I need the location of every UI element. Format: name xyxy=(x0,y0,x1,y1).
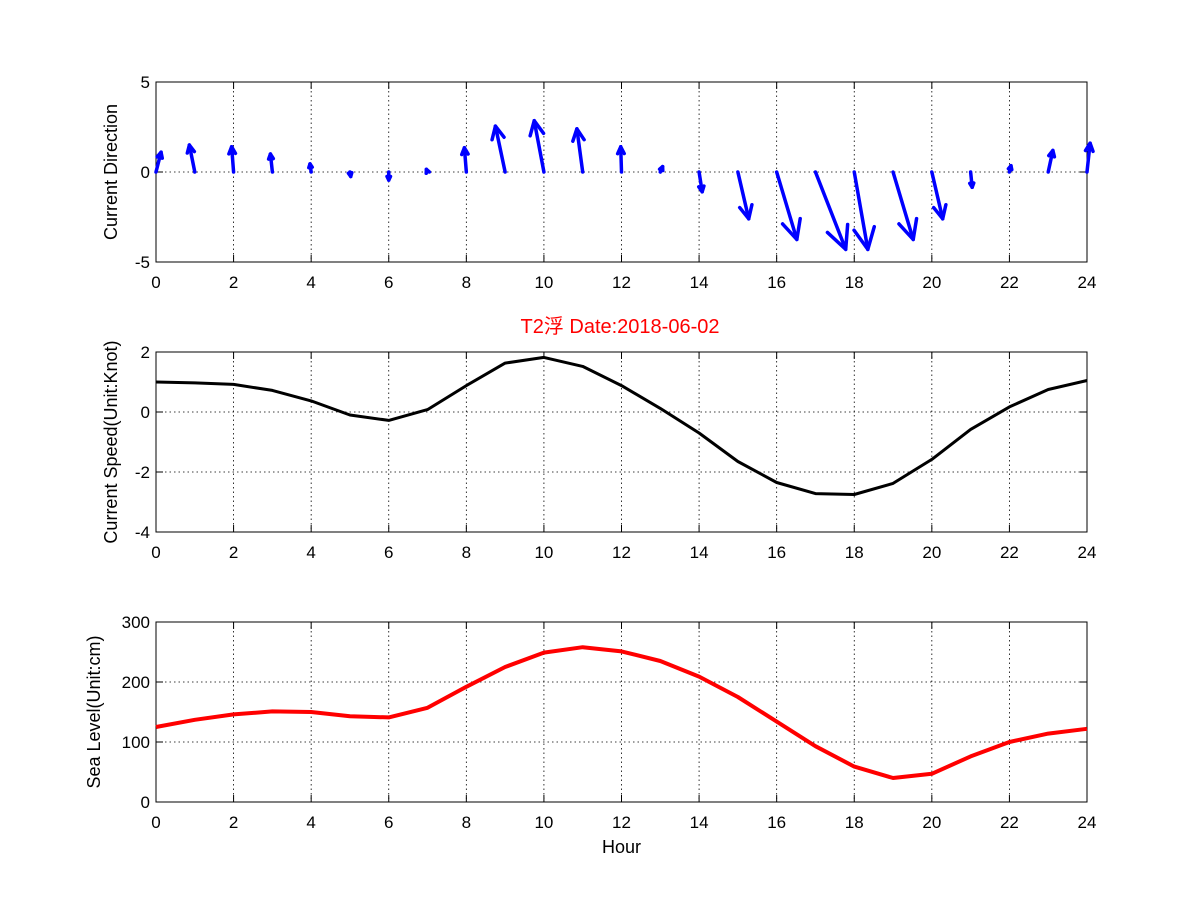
x-tick-label: 2 xyxy=(229,543,238,562)
y-tick-label: 2 xyxy=(141,343,150,362)
x-tick-label: 14 xyxy=(690,273,709,292)
x-tick-label: 16 xyxy=(767,813,786,832)
y-axis-label: Sea Level(Unit:cm) xyxy=(84,635,104,788)
x-tick-label: 22 xyxy=(1000,813,1019,832)
x-tick-label: 12 xyxy=(612,543,631,562)
x-axis-label: Hour xyxy=(602,837,641,857)
current-arrow xyxy=(615,145,626,174)
x-tick-label: 16 xyxy=(767,273,786,292)
x-tick-label: 6 xyxy=(384,273,393,292)
y-tick-label: 0 xyxy=(141,163,150,182)
current-arrow xyxy=(697,170,706,194)
current-arrow xyxy=(736,170,754,221)
y-tick-label: 0 xyxy=(141,403,150,422)
current-arrow xyxy=(1083,141,1095,174)
x-tick-label: 22 xyxy=(1000,273,1019,292)
x-tick-label: 24 xyxy=(1078,543,1097,562)
current-arrow xyxy=(571,127,586,174)
current-arrow xyxy=(227,145,238,174)
y-tick-label: 5 xyxy=(141,73,150,92)
current-arrow xyxy=(424,167,432,176)
y-tick-label: 0 xyxy=(141,793,150,812)
series-line xyxy=(155,645,1088,780)
y-axis-label: Current Speed(Unit:Knot) xyxy=(101,340,121,543)
x-tick-label: 18 xyxy=(845,543,864,562)
current-arrow xyxy=(307,162,314,174)
current-arrow xyxy=(154,150,165,174)
current-arrow xyxy=(1046,148,1057,174)
x-tick-label: 0 xyxy=(151,813,160,832)
figure-title: T2浮 Date:2018-06-02 xyxy=(520,315,719,338)
x-tick-label: 2 xyxy=(229,813,238,832)
y-tick-label: -4 xyxy=(135,523,150,542)
y-tick-label: -2 xyxy=(135,463,150,482)
current-arrow xyxy=(657,164,665,174)
x-tick-label: 10 xyxy=(534,543,553,562)
current-arrow xyxy=(346,170,354,179)
y-tick-label: 300 xyxy=(122,613,150,632)
x-tick-label: 8 xyxy=(462,273,471,292)
current-arrow xyxy=(385,170,393,182)
y-tick-label: 200 xyxy=(122,673,150,692)
y-axis-label: Current Direction xyxy=(101,104,121,240)
x-tick-label: 24 xyxy=(1078,813,1097,832)
x-tick-label: 10 xyxy=(534,813,553,832)
x-tick-label: 20 xyxy=(922,543,941,562)
current-arrow xyxy=(528,118,546,174)
current-arrow xyxy=(490,124,507,174)
x-tick-label: 20 xyxy=(922,273,941,292)
x-tick-label: 4 xyxy=(306,273,315,292)
x-tick-label: 18 xyxy=(845,273,864,292)
series-line xyxy=(155,355,1088,496)
current-arrow xyxy=(266,152,276,174)
current-arrow xyxy=(891,170,919,242)
current-arrow xyxy=(968,170,976,190)
x-tick-label: 8 xyxy=(462,813,471,832)
x-tick-label: 8 xyxy=(462,543,471,562)
x-tick-label: 0 xyxy=(151,273,160,292)
x-tick-label: 4 xyxy=(306,813,315,832)
x-tick-label: 24 xyxy=(1078,273,1097,292)
x-tick-label: 10 xyxy=(534,273,553,292)
x-tick-label: 18 xyxy=(845,813,864,832)
x-tick-label: 12 xyxy=(612,273,631,292)
x-tick-label: 6 xyxy=(384,543,393,562)
current-arrow xyxy=(813,170,850,252)
current-arrow xyxy=(185,143,197,174)
y-tick-label: -5 xyxy=(135,253,150,272)
x-tick-label: 6 xyxy=(384,813,393,832)
x-tick-label: 14 xyxy=(690,543,709,562)
current-arrow xyxy=(459,145,470,174)
x-tick-label: 14 xyxy=(690,813,709,832)
current-arrow xyxy=(1006,163,1014,174)
x-tick-label: 20 xyxy=(922,813,941,832)
current-arrow xyxy=(774,170,802,242)
x-tick-label: 16 xyxy=(767,543,786,562)
current-arrow xyxy=(852,170,877,252)
current-arrow xyxy=(930,170,948,221)
x-tick-label: 4 xyxy=(306,543,315,562)
y-tick-label: 100 xyxy=(122,733,150,752)
x-tick-label: 0 xyxy=(151,543,160,562)
x-tick-label: 22 xyxy=(1000,543,1019,562)
x-tick-label: 12 xyxy=(612,813,631,832)
x-tick-label: 2 xyxy=(229,273,238,292)
